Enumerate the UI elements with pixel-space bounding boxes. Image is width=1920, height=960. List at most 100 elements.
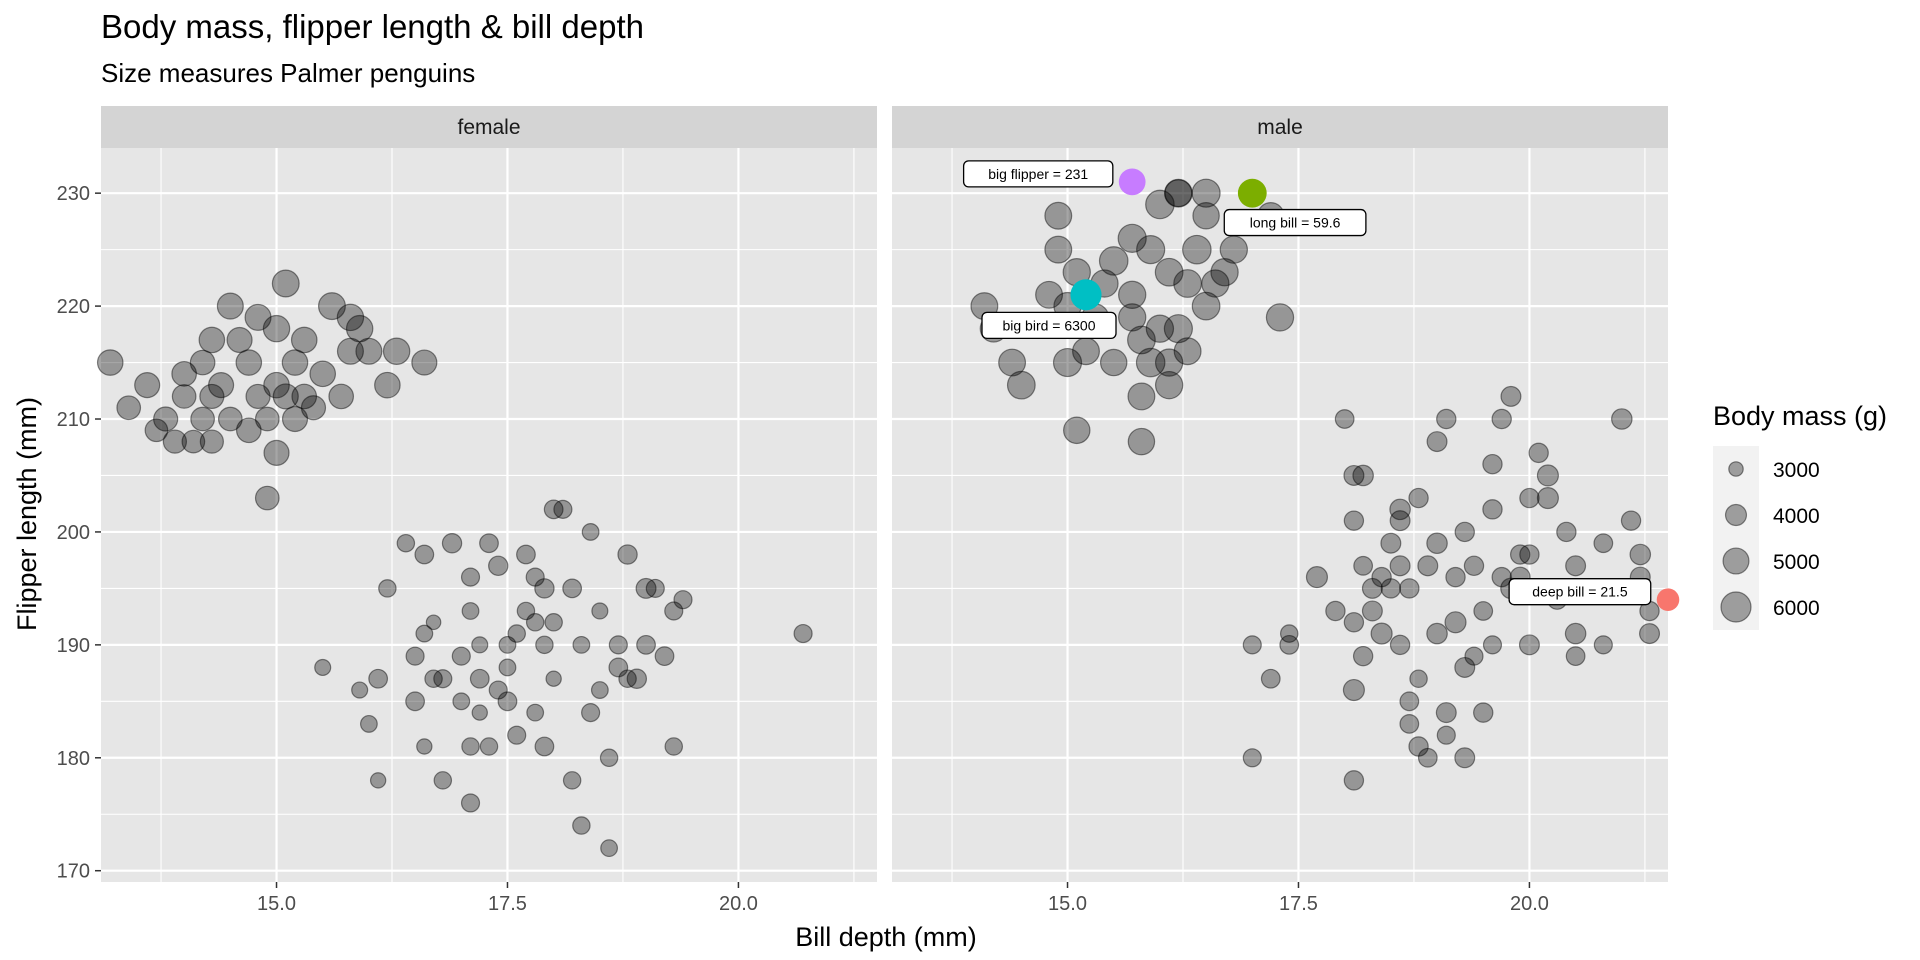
data-point — [526, 703, 545, 722]
data-point — [1265, 303, 1295, 332]
data-point — [581, 523, 600, 541]
data-point — [1127, 325, 1156, 355]
data-point — [1361, 577, 1383, 599]
data-point — [1380, 578, 1402, 599]
data-point — [235, 417, 262, 444]
legend-entry-label: 3000 — [1773, 459, 1820, 482]
data-point — [1210, 258, 1239, 287]
data-point — [488, 555, 509, 577]
data-point — [1639, 623, 1661, 645]
data-point — [1399, 578, 1420, 599]
strip-label-male: male — [1257, 116, 1303, 139]
y-tick-label: 230 — [57, 183, 90, 205]
data-point — [1464, 646, 1484, 666]
data-point — [507, 624, 526, 643]
data-point — [1629, 543, 1652, 566]
data-point — [562, 771, 582, 790]
data-point — [471, 636, 489, 654]
panel-male: male 15.0 17.5 20.0 big flipper = 231 long bi… — [892, 106, 1680, 915]
data-point — [544, 613, 563, 632]
data-point — [291, 383, 318, 410]
data-point — [1417, 555, 1439, 577]
data-point — [314, 658, 332, 677]
data-point — [1565, 646, 1586, 667]
data-point — [525, 567, 545, 587]
data-point — [626, 668, 648, 689]
data-point — [1145, 189, 1175, 220]
data-point — [441, 533, 463, 554]
x-tick-label: 20.0 — [1510, 893, 1549, 915]
data-point — [1482, 499, 1503, 520]
points-male — [970, 178, 1661, 791]
data-point — [1334, 409, 1355, 429]
data-point — [1279, 634, 1300, 655]
data-point — [1454, 656, 1476, 678]
data-point — [1044, 235, 1073, 264]
legend-key-symbol — [1724, 503, 1748, 527]
legend: Body mass (g) 3000 4000 5000 6000 — [1713, 401, 1887, 630]
chart-subtitle: Size measures Palmer penguins — [101, 58, 475, 88]
legend-key-symbol — [1722, 547, 1750, 575]
data-point — [1426, 532, 1448, 555]
data-point — [290, 326, 318, 354]
data-point — [1371, 566, 1392, 588]
data-point — [116, 395, 142, 421]
data-point — [1491, 408, 1512, 430]
x-tick-label: 20.0 — [719, 893, 758, 915]
data-point — [433, 669, 453, 689]
data-point — [1201, 269, 1230, 298]
data-point — [498, 635, 517, 654]
data-point — [1389, 634, 1411, 656]
data-point — [1164, 179, 1193, 208]
x-tick-label: 17.5 — [488, 893, 527, 915]
data-point — [1260, 668, 1281, 689]
data-point — [635, 577, 657, 599]
x-axis-title: Bill depth (mm) — [795, 922, 977, 952]
data-point — [1219, 235, 1248, 264]
annotation-label: big bird = 6300 — [1002, 317, 1095, 333]
data-point — [1191, 178, 1221, 208]
data-point — [244, 303, 272, 331]
data-point — [254, 485, 280, 511]
data-point — [1191, 291, 1221, 321]
data-point — [262, 314, 291, 343]
annotation-box — [981, 311, 1117, 340]
annotation-label: long bill = 59.6 — [1250, 215, 1341, 231]
data-point — [452, 692, 471, 711]
data-point — [1118, 303, 1147, 332]
data-point — [1620, 510, 1642, 531]
y-tick-label: 170 — [57, 861, 90, 883]
data-point — [1154, 257, 1184, 287]
data-point — [181, 429, 206, 454]
data-point — [654, 646, 675, 667]
data-point — [591, 602, 609, 620]
points-female — [96, 269, 813, 858]
data-point — [1399, 714, 1420, 734]
data-point — [1353, 555, 1374, 576]
data-point — [336, 337, 364, 365]
data-point — [405, 646, 425, 666]
data-point — [144, 418, 169, 443]
data-point — [153, 406, 179, 432]
y-tick-label: 190 — [57, 635, 90, 657]
data-point — [1519, 487, 1540, 509]
data-point — [534, 578, 555, 599]
data-point — [1145, 314, 1175, 343]
chart-title: Body mass, flipper length & bill depth — [101, 8, 644, 45]
y-tick-label: 180 — [57, 748, 90, 770]
data-point — [263, 371, 290, 399]
data-point — [425, 614, 442, 631]
strip-male — [892, 106, 1668, 148]
y-tick-label: 200 — [57, 522, 90, 544]
annotation-box — [962, 160, 1114, 188]
data-point — [226, 326, 253, 354]
data-point — [1099, 348, 1128, 377]
data-point — [1380, 532, 1402, 554]
data-point — [351, 681, 369, 699]
panel-background — [892, 148, 1668, 882]
panel-background — [101, 148, 877, 882]
data-point — [309, 360, 337, 388]
data-point — [1409, 669, 1428, 688]
data-point — [1343, 612, 1365, 633]
